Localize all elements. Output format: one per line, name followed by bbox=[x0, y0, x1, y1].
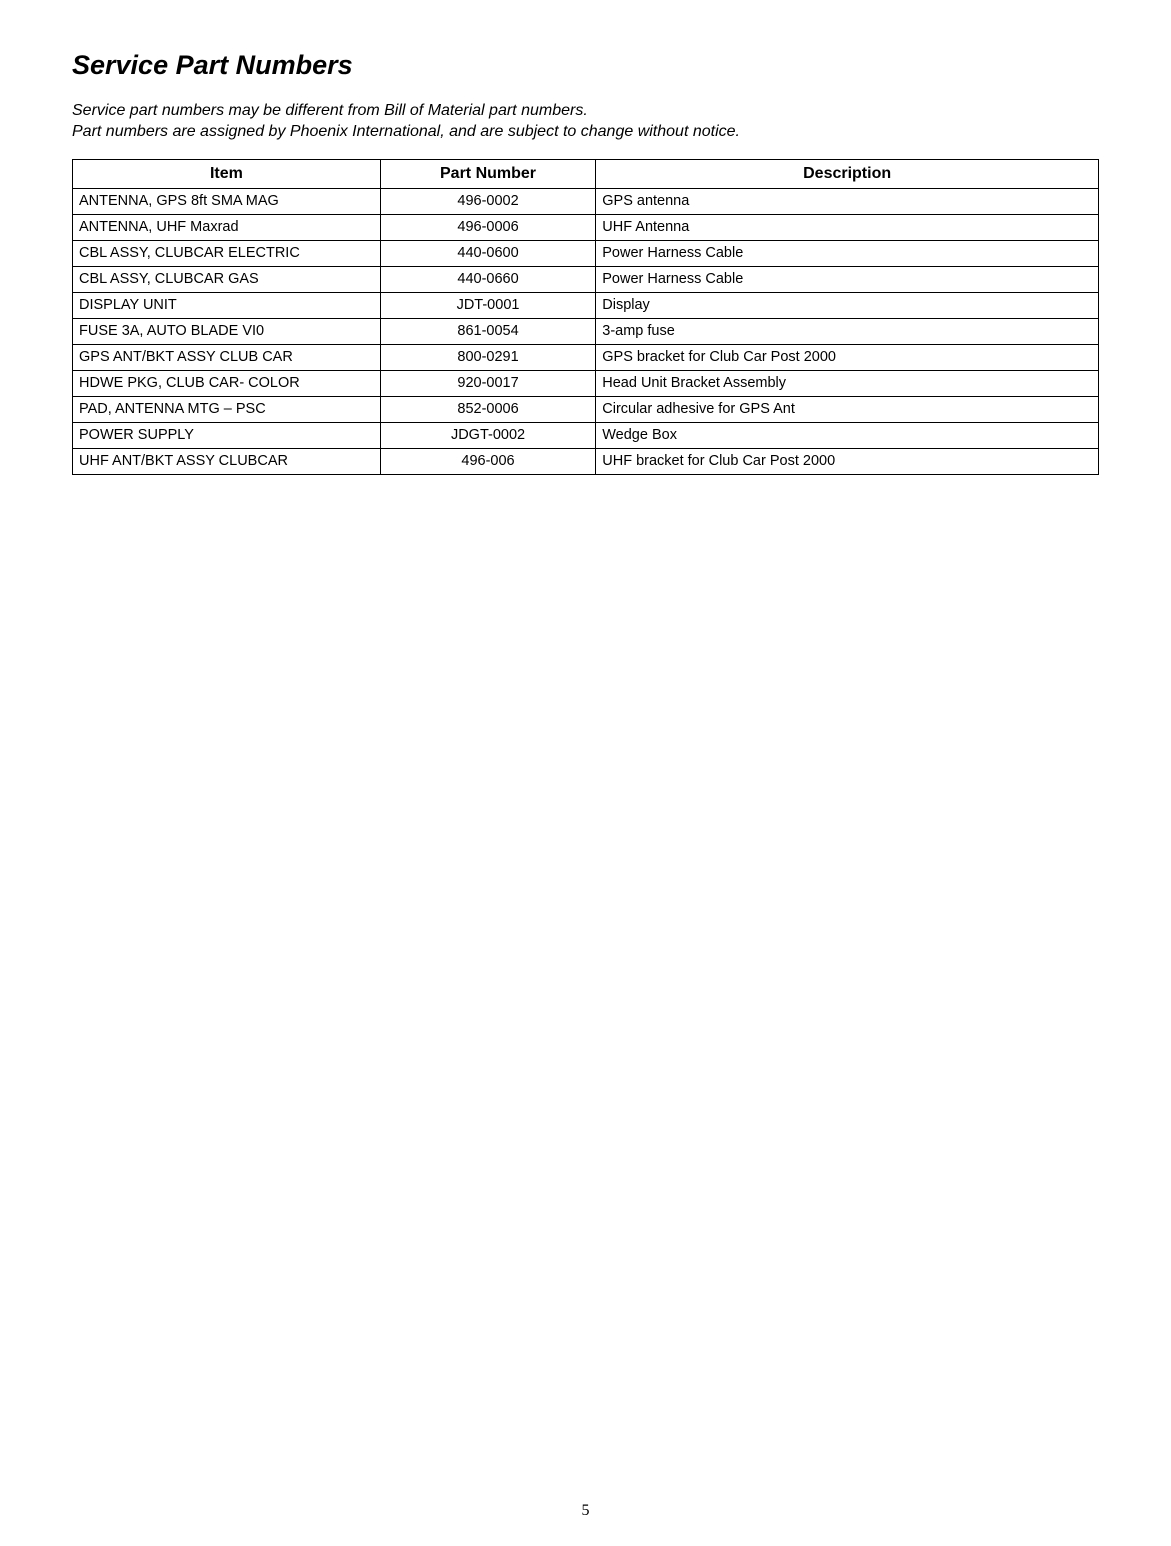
cell-item: UHF ANT/BKT ASSY CLUBCAR bbox=[73, 448, 381, 474]
page-title: Service Part Numbers bbox=[72, 50, 1099, 81]
cell-item: FUSE 3A, AUTO BLADE VI0 bbox=[73, 318, 381, 344]
cell-part-number: 496-006 bbox=[380, 448, 595, 474]
table-row: ANTENNA, UHF Maxrad496-0006UHF Antenna bbox=[73, 214, 1099, 240]
cell-description: Power Harness Cable bbox=[596, 266, 1099, 292]
table-row: PAD, ANTENNA MTG – PSC852-0006Circular a… bbox=[73, 396, 1099, 422]
cell-item: CBL ASSY, CLUBCAR GAS bbox=[73, 266, 381, 292]
table-row: ANTENNA, GPS 8ft SMA MAG496-0002GPS ante… bbox=[73, 188, 1099, 214]
cell-description: UHF bracket for Club Car Post 2000 bbox=[596, 448, 1099, 474]
cell-item: ANTENNA, UHF Maxrad bbox=[73, 214, 381, 240]
cell-part-number: 496-0006 bbox=[380, 214, 595, 240]
cell-description: Head Unit Bracket Assembly bbox=[596, 370, 1099, 396]
cell-part-number: 496-0002 bbox=[380, 188, 595, 214]
parts-table: Item Part Number Description ANTENNA, GP… bbox=[72, 159, 1099, 475]
table-row: DISPLAY UNITJDT-0001Display bbox=[73, 292, 1099, 318]
cell-item: PAD, ANTENNA MTG – PSC bbox=[73, 396, 381, 422]
parts-table-body: ANTENNA, GPS 8ft SMA MAG496-0002GPS ante… bbox=[73, 188, 1099, 474]
cell-description: Power Harness Cable bbox=[596, 240, 1099, 266]
intro-line-1: Service part numbers may be different fr… bbox=[72, 102, 588, 119]
cell-part-number: 852-0006 bbox=[380, 396, 595, 422]
cell-part-number: 861-0054 bbox=[380, 318, 595, 344]
cell-item: ANTENNA, GPS 8ft SMA MAG bbox=[73, 188, 381, 214]
col-header-description: Description bbox=[596, 159, 1099, 188]
cell-item: CBL ASSY, CLUBCAR ELECTRIC bbox=[73, 240, 381, 266]
cell-item: POWER SUPPLY bbox=[73, 422, 381, 448]
cell-part-number: 440-0600 bbox=[380, 240, 595, 266]
cell-part-number: 800-0291 bbox=[380, 344, 595, 370]
table-row: UHF ANT/BKT ASSY CLUBCAR496-006UHF brack… bbox=[73, 448, 1099, 474]
page: Service Part Numbers Service part number… bbox=[0, 0, 1171, 1546]
cell-item: HDWE PKG, CLUB CAR- COLOR bbox=[73, 370, 381, 396]
cell-part-number: JDGT-0002 bbox=[380, 422, 595, 448]
table-row: GPS ANT/BKT ASSY CLUB CAR800-0291GPS bra… bbox=[73, 344, 1099, 370]
cell-description: GPS bracket for Club Car Post 2000 bbox=[596, 344, 1099, 370]
col-header-part-number: Part Number bbox=[380, 159, 595, 188]
cell-description: Display bbox=[596, 292, 1099, 318]
cell-item: DISPLAY UNIT bbox=[73, 292, 381, 318]
col-header-item: Item bbox=[73, 159, 381, 188]
cell-description: 3-amp fuse bbox=[596, 318, 1099, 344]
cell-description: GPS antenna bbox=[596, 188, 1099, 214]
table-row: CBL ASSY, CLUBCAR ELECTRIC440-0600Power … bbox=[73, 240, 1099, 266]
cell-description: UHF Antenna bbox=[596, 214, 1099, 240]
cell-part-number: 920-0017 bbox=[380, 370, 595, 396]
cell-description: Wedge Box bbox=[596, 422, 1099, 448]
cell-part-number: 440-0660 bbox=[380, 266, 595, 292]
table-row: POWER SUPPLYJDGT-0002Wedge Box bbox=[73, 422, 1099, 448]
table-row: HDWE PKG, CLUB CAR- COLOR920-0017Head Un… bbox=[73, 370, 1099, 396]
table-row: CBL ASSY, CLUBCAR GAS440-0660Power Harne… bbox=[73, 266, 1099, 292]
intro-line-2: Part numbers are assigned by Phoenix Int… bbox=[72, 123, 740, 140]
page-number: 5 bbox=[0, 1502, 1171, 1520]
cell-part-number: JDT-0001 bbox=[380, 292, 595, 318]
cell-item: GPS ANT/BKT ASSY CLUB CAR bbox=[73, 344, 381, 370]
table-row: FUSE 3A, AUTO BLADE VI0861-00543-amp fus… bbox=[73, 318, 1099, 344]
table-header-row: Item Part Number Description bbox=[73, 159, 1099, 188]
intro-text: Service part numbers may be different fr… bbox=[72, 101, 1099, 143]
cell-description: Circular adhesive for GPS Ant bbox=[596, 396, 1099, 422]
